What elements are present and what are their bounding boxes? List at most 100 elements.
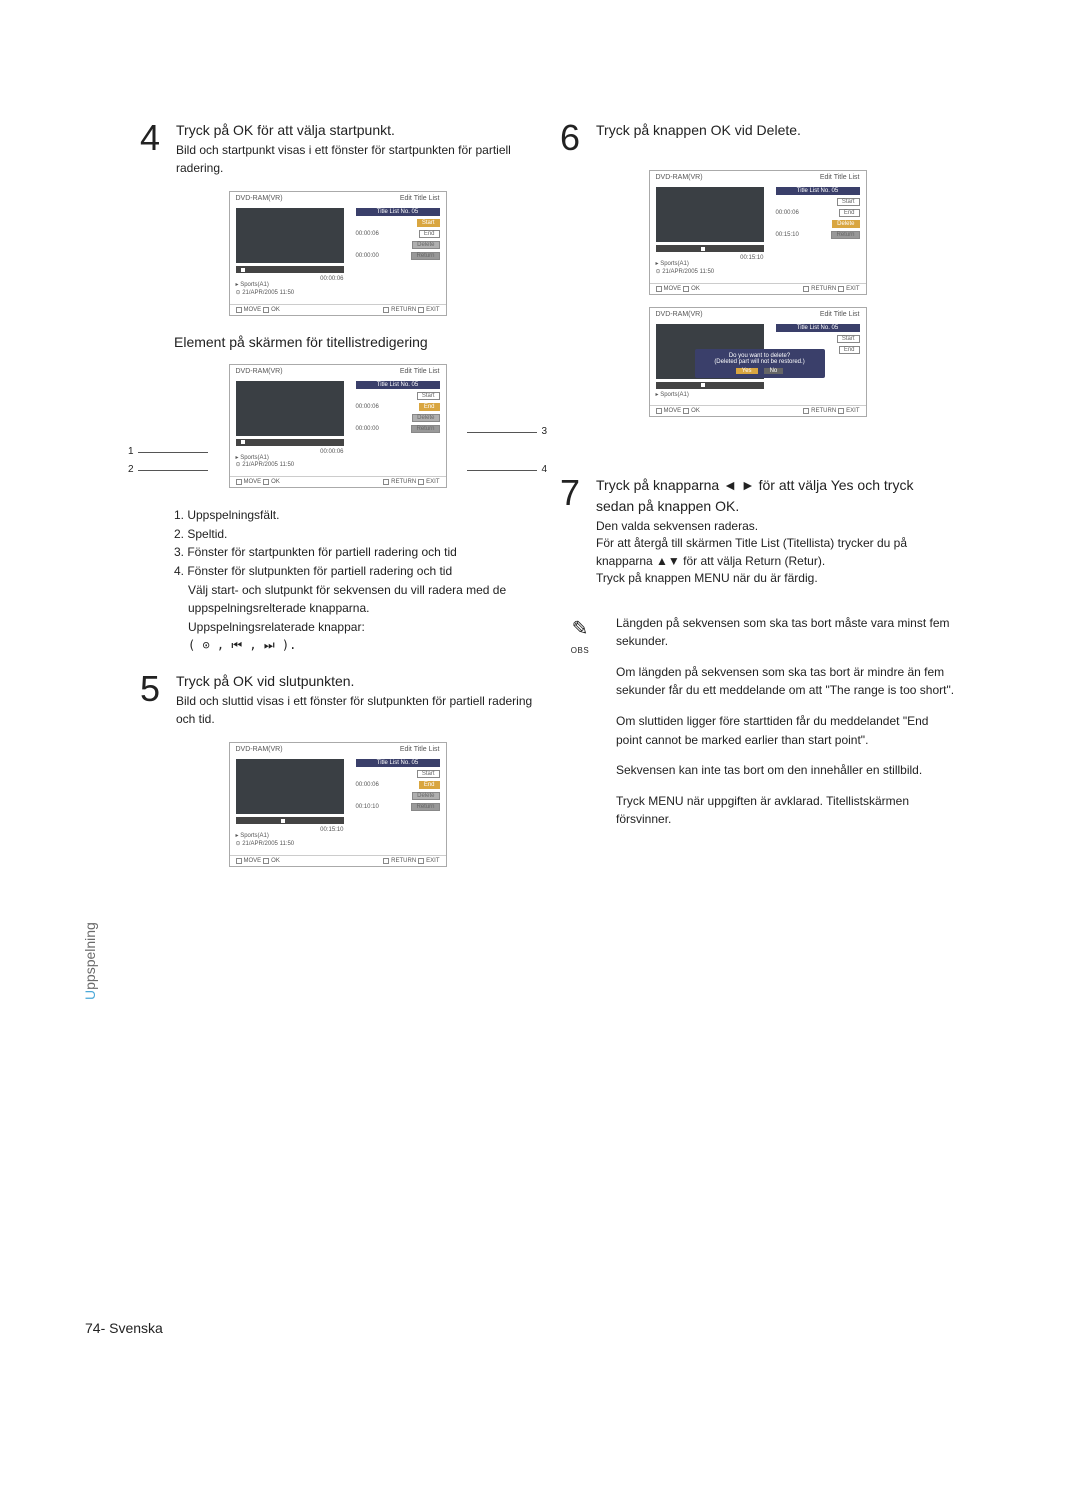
return-label: RETURN	[391, 307, 416, 313]
start-time: 00:00:06	[356, 404, 379, 410]
end-button[interactable]: End	[419, 781, 440, 789]
page-footer: 74- Svenska	[85, 1320, 163, 1336]
obs-note: ✎ OBS Längden på sekvensen som ska tas b…	[560, 614, 955, 841]
end-time: 00:10:10	[356, 804, 379, 810]
date-label: 21/APR/2005 11:50	[242, 290, 294, 296]
preview-area	[236, 208, 344, 263]
title-no: Title List No. 05	[356, 208, 440, 216]
step-number: 7	[560, 475, 588, 587]
breadcrumb: Edit Title List	[400, 746, 440, 753]
preview-area	[236, 759, 344, 814]
move-label: MOVE	[244, 307, 262, 313]
sport-label: Sports(A1)	[660, 392, 689, 398]
breadcrumb: Edit Title List	[820, 311, 860, 318]
time-bar	[236, 266, 344, 273]
list-item: 4. Fönster för slutpunkten för partiell …	[174, 562, 535, 581]
confirm-dialog: Do you want to delete? (Deleted part wil…	[695, 349, 825, 378]
footer-dash: -	[101, 1320, 106, 1336]
start-button[interactable]: Start	[417, 219, 440, 227]
step-4: 4 Tryck på OK för att välja startpunkt. …	[140, 120, 535, 177]
return-button[interactable]: Return	[831, 231, 859, 239]
screen-mock-end: DVD-RAM(VR) Edit Title List 00:15:10 ▸ S…	[229, 742, 447, 867]
return-button[interactable]: Return	[411, 803, 439, 811]
time-bar	[236, 817, 344, 824]
start-button[interactable]: Start	[837, 198, 860, 206]
end-time: 00:00:00	[356, 426, 379, 432]
delete-button[interactable]: Delete	[412, 241, 439, 249]
device-label: DVD-RAM(VR)	[656, 311, 703, 318]
yes-button[interactable]: Yes	[736, 368, 758, 374]
breadcrumb: Edit Title List	[820, 174, 860, 181]
list-sub: Uppspelningsrelaterade knappar:	[188, 618, 535, 637]
step-number: 5	[140, 671, 168, 728]
screen-mock-delete: DVD-RAM(VR) Edit Title List 00:15:10 ▸ S…	[649, 170, 867, 295]
return-button[interactable]: Return	[411, 252, 439, 260]
end-time: 00:00:00	[356, 253, 379, 259]
time-bar	[656, 382, 764, 389]
callout-2: 2	[128, 464, 134, 475]
screen-mock-annotated: DVD-RAM(VR) Edit Title List 00:00:06 ▸ S…	[229, 364, 447, 489]
breadcrumb: Edit Title List	[400, 368, 440, 375]
legend-list: 1. Uppspelningsfält. 2. Speltid. 3. Föns…	[174, 506, 535, 655]
obs-paragraph: Om längden på sekvensen som ska tas bort…	[616, 663, 955, 700]
play-icons: ( ⊙ , ⏮ , ⏭ ).	[188, 636, 535, 655]
start-time: 00:00:06	[776, 210, 799, 216]
start-button[interactable]: Start	[417, 770, 440, 778]
screen-mock-start: DVD-RAM(VR) Edit Title List 00:00:06 ▸ S…	[229, 191, 447, 316]
end-button[interactable]: End	[419, 230, 440, 238]
step-title: Tryck på knapparna ◄ ► för att välja Yes…	[596, 475, 955, 516]
start-time: 00:00:06	[356, 231, 379, 237]
sport-label: Sports(A1)	[240, 282, 269, 288]
return-button[interactable]: Return	[411, 425, 439, 433]
step-6: 6 Tryck på knappen OK vid Delete.	[560, 120, 955, 156]
step-7: 7 Tryck på knapparna ◄ ► för att välja Y…	[560, 475, 955, 587]
device-label: DVD-RAM(VR)	[236, 195, 283, 202]
obs-paragraph: Tryck MENU när uppgiften är avklarad. Ti…	[616, 792, 955, 829]
delete-button[interactable]: Delete	[832, 220, 859, 228]
obs-paragraph: Om sluttiden ligger före starttiden får …	[616, 712, 955, 749]
page-number: 74	[85, 1320, 101, 1336]
preview-area	[656, 187, 764, 242]
step-title: Tryck på OK vid slutpunkten.	[176, 671, 535, 691]
time-bar	[236, 439, 344, 446]
breadcrumb: Edit Title List	[400, 195, 440, 202]
list-item: 2. Speltid.	[174, 525, 535, 544]
list-item: 3. Fönster för startpunkten för partiell…	[174, 543, 535, 562]
sport-label: Sports(A1)	[660, 261, 689, 267]
title-no: Title List No. 05	[356, 381, 440, 389]
start-button[interactable]: Start	[417, 392, 440, 400]
dialog-line2: (Deleted part will not be restored.)	[699, 359, 821, 365]
start-time: 00:00:06	[356, 782, 379, 788]
step-title: Tryck på OK för att välja startpunkt.	[176, 120, 535, 140]
callout-4: 4	[541, 464, 547, 475]
sport-label: Sports(A1)	[240, 833, 269, 839]
step-subtext: Bild och startpunkt visas i ett fönster …	[176, 142, 535, 177]
list-sub: Välj start- och slutpunkt för sekvensen …	[188, 581, 535, 618]
step-subtext: Den valda sekvensen raderas. För att åte…	[596, 518, 955, 588]
list-item: 1. Uppspelningsfält.	[174, 506, 535, 525]
callout-1: 1	[128, 446, 134, 457]
ok-label: OK	[271, 307, 280, 313]
delete-button[interactable]: Delete	[412, 414, 439, 422]
footer-lang: Svenska	[109, 1320, 163, 1336]
section-heading: Element på skärmen för titellistredigeri…	[174, 334, 535, 350]
sidebar-rest: ppspelning	[82, 922, 98, 990]
device-label: DVD-RAM(VR)	[236, 368, 283, 375]
screen-mock-dialog: DVD-RAM(VR) Edit Title List ▸ Sports(A1)…	[649, 307, 867, 418]
end-time: 00:15:10	[776, 232, 799, 238]
sport-label: Sports(A1)	[240, 455, 269, 461]
title-no: Title List No. 05	[356, 759, 440, 767]
device-label: DVD-RAM(VR)	[656, 174, 703, 181]
end-button[interactable]: End	[419, 403, 440, 411]
delete-button[interactable]: Delete	[412, 792, 439, 800]
obs-paragraph: Sekvensen kan inte tas bort om den inneh…	[616, 761, 955, 780]
title-no: Title List No. 05	[776, 187, 860, 195]
date-label: 21/APR/2005 11:50	[242, 841, 294, 847]
date-label: 21/APR/2005 11:50	[242, 462, 294, 468]
time-bar	[656, 245, 764, 252]
title-no: Title List No. 05	[776, 324, 860, 332]
end-button[interactable]: End	[839, 209, 860, 217]
step-number: 6	[560, 120, 588, 156]
preview-area	[236, 381, 344, 436]
no-button[interactable]: No	[764, 368, 784, 374]
